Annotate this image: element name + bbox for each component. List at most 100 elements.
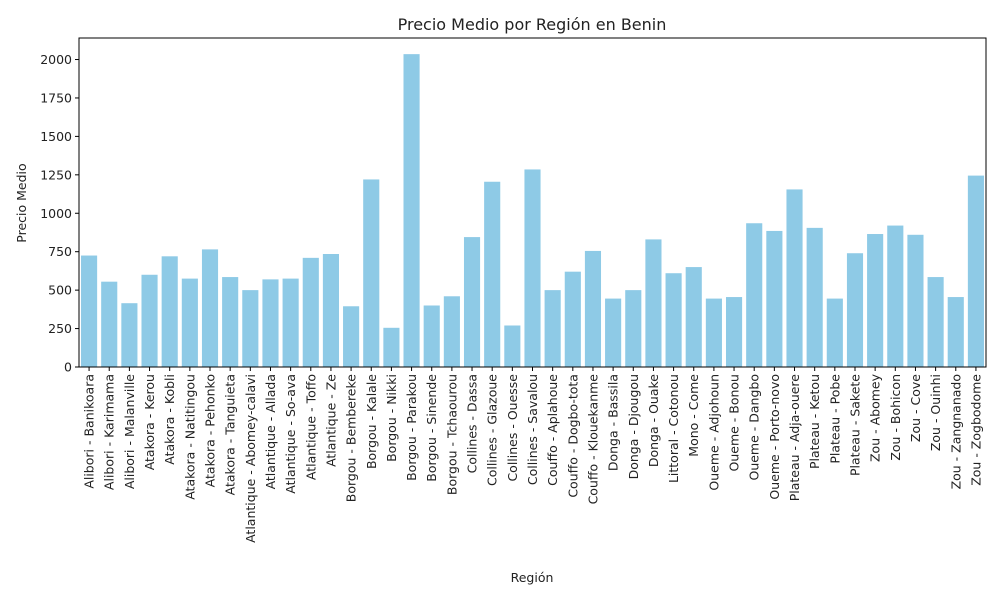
bar — [282, 278, 299, 367]
bar — [383, 327, 400, 367]
x-tick-label: Atakora - Natitingou — [182, 374, 197, 500]
plot-frame — [78, 37, 987, 368]
x-tick-label: Plateau - Sakete — [847, 374, 862, 476]
bar — [544, 290, 561, 367]
bar — [766, 230, 783, 367]
x-tick-label: Couffo - Klouekanme — [585, 374, 600, 505]
x-tick-label: Alibori - Malanville — [122, 374, 137, 489]
bar — [463, 237, 481, 367]
bar — [564, 271, 581, 367]
bar — [81, 255, 98, 367]
y-tick-label: 1000 — [40, 206, 72, 221]
y-tick-label: 1750 — [40, 90, 72, 105]
x-tick-label: Atlantique - Toffo — [303, 374, 318, 480]
y-axis-label: Precio Medio — [14, 163, 29, 242]
x-tick-label: Donga - Ouake — [646, 374, 661, 467]
bar — [786, 189, 803, 367]
bar — [302, 257, 319, 367]
x-tick-label: Atakora - Kobli — [162, 374, 177, 465]
y-tick-label: 250 — [48, 321, 72, 336]
y-tick-label: 500 — [48, 283, 72, 298]
x-tick-label: Borgou - Sinende — [424, 374, 439, 482]
x-tick-label: Alibori - Karimama — [102, 374, 117, 490]
x-tick-label: Atakora - Tanguieta — [223, 374, 238, 495]
x-tick-label: Atlantique - Allada — [263, 374, 278, 489]
bar — [625, 290, 642, 367]
x-tick-label: Plateau - Adja-ouere — [787, 374, 802, 502]
x-tick-label: Couffo - Aplahoue — [545, 374, 560, 486]
bar — [645, 239, 662, 367]
bar — [826, 298, 843, 367]
x-tick-label: Plateau - Pobe — [827, 374, 842, 464]
x-tick-label: Borgou - Parakou — [404, 374, 419, 481]
x-tick-label: Donga - Djougou — [626, 374, 641, 479]
x-tick-label: Atlantique - Ze — [323, 374, 338, 467]
x-tick-label: Collines - Dassa — [465, 374, 480, 473]
x-tick-label: Atlantique - Abomey-calavi — [243, 374, 258, 543]
bar — [907, 234, 924, 367]
bar — [806, 227, 823, 367]
bar — [262, 279, 279, 367]
x-tick-label: Atakora - Kerou — [142, 374, 157, 470]
y-tick-label: 750 — [48, 244, 72, 259]
bar — [846, 253, 864, 367]
y-axis: 0 250 500 750 1000 1250 1500 1750 2000 — [40, 52, 79, 375]
bar — [343, 306, 360, 367]
x-tick-label: Alibori - Banikoara — [82, 374, 97, 489]
x-tick-label: Zou - Zangnanado — [948, 374, 963, 489]
x-tick-label: Zou - Cove — [908, 374, 923, 442]
x-tick-label: Atlantique - So-ava — [283, 374, 298, 494]
x-axis: Alibori - Banikoara Alibori - Karimama Ali… — [82, 367, 983, 543]
x-tick-label: Collines - Glazoue — [485, 374, 500, 486]
x-tick-label: Atakora - Pehonko — [203, 374, 218, 487]
x-tick-label: Borgou - Tchaourou — [444, 374, 459, 495]
x-tick-label: Zou - Ouinhi — [928, 374, 943, 451]
x-tick-label: Zou - Bohicon — [888, 374, 903, 461]
bar — [867, 234, 884, 367]
x-tick-label: Collines - Ouesse — [505, 374, 520, 482]
bar — [141, 274, 158, 367]
bar — [947, 297, 964, 367]
y-tick-label: 0 — [64, 360, 72, 375]
x-tick-label: Oueme - Bonou — [727, 374, 742, 472]
y-tick-label: 2000 — [40, 52, 72, 67]
bar — [181, 278, 198, 367]
y-tick-label: 1250 — [40, 167, 72, 182]
bar — [927, 277, 944, 367]
x-tick-label: Zou - Abomey — [868, 373, 883, 462]
bar — [363, 179, 380, 367]
x-tick-label: Borgou - Nikki — [384, 374, 399, 462]
chart-title: Precio Medio por Región en Benin — [398, 15, 667, 34]
bar — [161, 256, 178, 367]
x-tick-label: Littoral - Cotonou — [666, 374, 681, 483]
x-tick-label: Mono - Come — [686, 374, 701, 457]
x-tick-label: Couffo - Dogbo-tota — [565, 374, 580, 498]
x-tick-label: Zou - Zogbodome — [968, 374, 983, 486]
x-tick-label: Plateau - Ketou — [807, 374, 822, 469]
bar — [504, 325, 521, 367]
bar — [685, 267, 702, 367]
bar — [967, 175, 984, 367]
bar — [605, 298, 622, 367]
bar — [584, 250, 602, 367]
bar — [242, 290, 259, 367]
x-tick-label: Oueme - Porto-novo — [767, 374, 782, 500]
bar — [101, 281, 118, 367]
x-tick-label: Borgou - Bembereke — [344, 374, 359, 503]
x-tick-label: Collines - Savalou — [525, 374, 540, 485]
bar — [403, 54, 420, 367]
bar — [524, 169, 541, 367]
bar — [484, 181, 501, 367]
bar — [665, 273, 682, 367]
bar — [746, 223, 763, 367]
bar — [322, 254, 339, 367]
x-tick-label: Oueme - Adjohoun — [706, 374, 721, 491]
bar — [705, 298, 722, 367]
bar — [423, 305, 440, 367]
x-tick-label: Oueme - Dangbo — [747, 374, 762, 481]
bar — [222, 277, 239, 367]
x-axis-label: Región — [511, 570, 554, 585]
bar — [443, 296, 460, 367]
